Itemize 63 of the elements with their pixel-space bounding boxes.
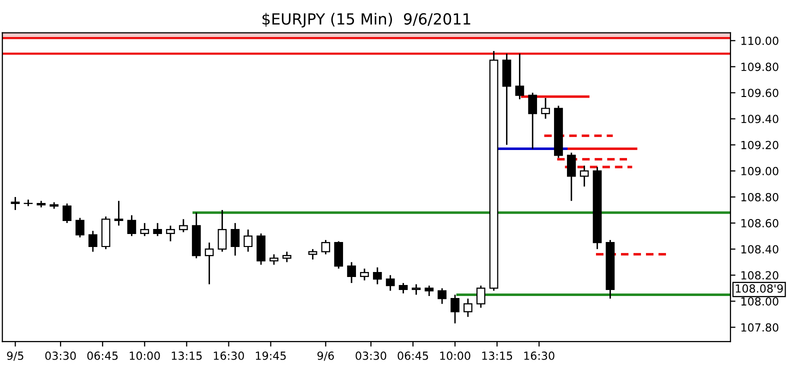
y-tick-label: 108.20	[741, 271, 778, 280]
candlestick	[204, 242, 214, 285]
candlestick	[412, 284, 421, 296]
candlestick	[398, 282, 408, 294]
candlestick	[347, 261, 356, 284]
candlestick	[464, 298, 472, 318]
x-tick-label: 9/6	[317, 352, 334, 361]
y-tick-label: 108.60	[741, 219, 778, 228]
candlestick	[566, 152, 576, 202]
y-tick-label: 109.40	[741, 114, 778, 124]
candlestick	[360, 268, 369, 282]
candlestick	[244, 228, 253, 252]
candlestick	[450, 294, 460, 324]
y-tick-label: 108.40	[741, 245, 778, 254]
candlestick	[386, 274, 395, 292]
x-tick-label: 10:00	[130, 352, 160, 360]
candlestick	[127, 214, 136, 237]
candlestick	[140, 222, 150, 237]
candlestick	[114, 200, 124, 226]
candlestick	[270, 254, 278, 266]
candlestick	[321, 239, 330, 256]
y-tick-label: 109.20	[741, 140, 778, 150]
candlestick	[334, 240, 344, 270]
x-tick-label: 03:30	[45, 352, 76, 360]
candlestick	[476, 284, 486, 308]
y-tick-label: 108.80	[741, 192, 778, 202]
x-tick-label: 06:45	[87, 352, 118, 360]
x-tick-label: 10:00	[440, 352, 470, 360]
y-tick-label: 110.00	[741, 36, 778, 46]
candlestick	[218, 209, 227, 252]
candlestick	[178, 218, 188, 233]
x-tick-label: 06:45	[398, 352, 428, 360]
x-tick-label: 16:30	[524, 352, 554, 360]
x-tick-label: 13:15	[172, 352, 202, 360]
y-tick-label: 108.00	[741, 297, 778, 306]
candlestick	[424, 284, 434, 297]
candlestick	[230, 222, 240, 256]
y-tick-label: 109.60	[741, 88, 778, 98]
chart-title: $EURJPY (15 Min) 9/6/2011	[262, 12, 470, 28]
candlestick	[438, 287, 447, 305]
text: 108.08'9	[736, 284, 783, 293]
candlestick	[528, 92, 538, 150]
candlestick	[166, 224, 175, 242]
y-tick-label: 109.80	[741, 62, 778, 72]
y-tick-label: 109.00	[741, 166, 778, 176]
candlestick	[88, 230, 98, 252]
candlestick	[308, 248, 318, 260]
y-tick-label: 107.80	[741, 323, 778, 332]
candlestick	[282, 251, 292, 263]
x-tick-label: 13:15	[482, 352, 512, 360]
x-tick-label: 9/5	[7, 352, 24, 361]
x-tick-label: 03:30	[356, 352, 386, 360]
candlestick	[372, 266, 382, 285]
candlestick	[24, 198, 33, 207]
candlestick	[515, 52, 524, 100]
x-tick-label: 16:30	[214, 352, 244, 360]
candlestick	[76, 217, 84, 238]
candlestick	[580, 165, 589, 188]
candlestick	[153, 222, 162, 237]
candlestick	[10, 196, 20, 211]
x-tick-label: 19:45	[256, 352, 286, 360]
candlestick	[62, 202, 72, 224]
candlestick	[541, 97, 550, 120]
